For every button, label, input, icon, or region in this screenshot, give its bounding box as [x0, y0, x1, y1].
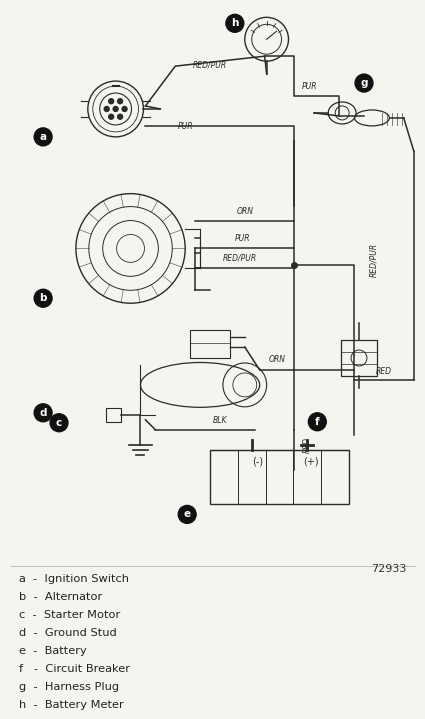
Text: g  -  Harness Plug: g - Harness Plug: [19, 682, 119, 692]
Text: c: c: [56, 418, 62, 428]
Circle shape: [122, 106, 127, 111]
Text: (+): (+): [303, 457, 319, 467]
Bar: [106, 408, 121, 422]
Bar: [341, 340, 377, 376]
Text: a: a: [40, 132, 47, 142]
Circle shape: [34, 128, 52, 146]
Circle shape: [34, 404, 52, 422]
Text: g: g: [360, 78, 368, 88]
Circle shape: [178, 505, 196, 523]
Circle shape: [113, 106, 118, 111]
Circle shape: [34, 289, 52, 307]
Text: RED: RED: [303, 436, 312, 453]
Circle shape: [104, 106, 109, 111]
Circle shape: [118, 114, 122, 119]
Circle shape: [118, 99, 122, 104]
Circle shape: [50, 414, 68, 431]
Circle shape: [309, 413, 326, 431]
Text: PUR: PUR: [235, 234, 251, 244]
Text: h  -  Battery Meter: h - Battery Meter: [19, 700, 124, 710]
Text: b  -  Alternator: b - Alternator: [19, 592, 102, 602]
Circle shape: [109, 99, 113, 104]
Circle shape: [355, 74, 373, 92]
Text: d  -  Ground Stud: d - Ground Stud: [19, 628, 117, 638]
Text: e: e: [184, 509, 191, 519]
Bar: [190, 330, 230, 358]
Text: f: f: [315, 417, 320, 427]
Text: RED/PUR: RED/PUR: [193, 60, 227, 69]
Text: d: d: [40, 408, 47, 418]
Text: PUR: PUR: [302, 82, 317, 91]
Circle shape: [109, 114, 113, 119]
Text: f   -  Circuit Breaker: f - Circuit Breaker: [19, 664, 130, 674]
Text: RED: RED: [376, 367, 392, 376]
Text: BLK: BLK: [212, 416, 227, 425]
Circle shape: [226, 14, 244, 32]
Bar: [210, 449, 349, 505]
Text: PUR: PUR: [177, 122, 193, 131]
Text: 72933: 72933: [371, 564, 407, 574]
Text: ORN: ORN: [236, 206, 253, 216]
Text: c  -  Starter Motor: c - Starter Motor: [19, 610, 121, 620]
Text: b: b: [40, 293, 47, 303]
Text: e  -  Battery: e - Battery: [19, 646, 87, 656]
Text: ORN: ORN: [269, 355, 286, 364]
Text: (-): (-): [252, 457, 263, 467]
Text: RED/PUR: RED/PUR: [223, 253, 257, 262]
Text: h: h: [231, 18, 238, 28]
Text: RED/PUR: RED/PUR: [369, 243, 378, 278]
Text: a  -  Ignition Switch: a - Ignition Switch: [19, 574, 129, 584]
